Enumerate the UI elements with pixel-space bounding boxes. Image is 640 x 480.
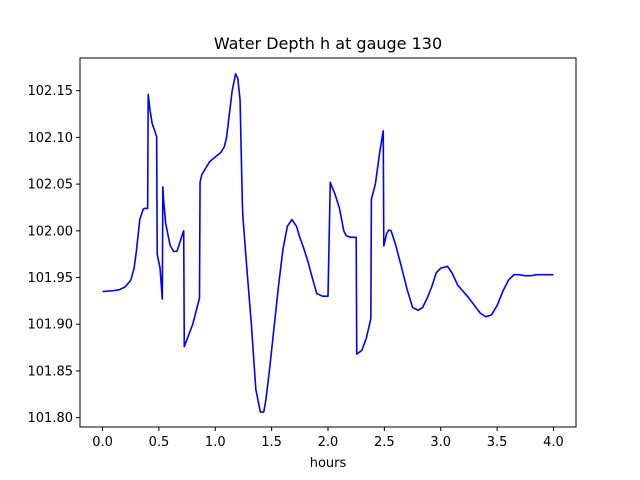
series-layer xyxy=(102,73,554,413)
y-tick-label: 101.90 xyxy=(28,318,74,333)
x-tick-label: 4.0 xyxy=(543,435,564,450)
x-tick-label: 2.5 xyxy=(374,435,395,450)
y-tick-label: 102.00 xyxy=(28,224,74,239)
y-tick-label: 102.05 xyxy=(28,178,74,193)
y-axis-ticks: 101.80 101.85 101.90 101.95 102.00 102.05 102.… xyxy=(28,84,80,426)
x-tick-label: 0.0 xyxy=(92,435,113,450)
y-tick-label: 101.85 xyxy=(28,364,74,379)
x-tick-label: 2.0 xyxy=(318,435,339,450)
y-tick-label: 102.10 xyxy=(28,131,74,146)
x-tick-label: 1.5 xyxy=(261,435,282,450)
y-tick-label: 101.95 xyxy=(28,271,74,286)
y-tick-label: 101.80 xyxy=(28,411,74,426)
x-tick-label: 1.0 xyxy=(205,435,226,450)
x-tick-label: 0.5 xyxy=(149,435,170,450)
x-axis-ticks: 0.0 0.5 1.0 1.5 2.0 2.5 3.0 3.5 4.0 xyxy=(92,427,564,450)
x-axis-label: hours xyxy=(310,456,347,471)
chart-title: Water Depth h at gauge 130 xyxy=(214,34,442,53)
y-tick-label: 102.15 xyxy=(28,84,74,99)
x-tick-label: 3.0 xyxy=(430,435,451,450)
water-depth-series-line xyxy=(102,73,554,413)
plot-area xyxy=(79,57,577,428)
x-tick-label: 3.5 xyxy=(487,435,508,450)
